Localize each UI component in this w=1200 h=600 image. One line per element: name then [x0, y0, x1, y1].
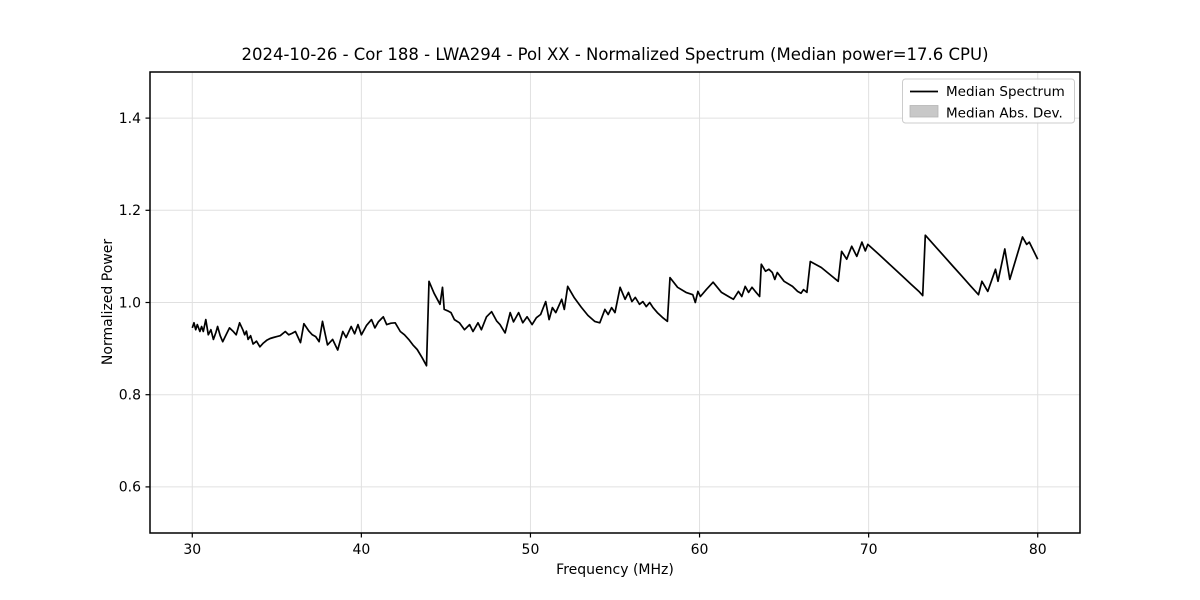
legend-box — [902, 78, 1075, 124]
legend: Median Spectrum Median Abs. Dev. — [902, 78, 1075, 124]
x-tick-label: 50 — [522, 542, 540, 558]
chart-title: 2024-10-26 - Cor 188 - LWA294 - Pol XX -… — [241, 45, 988, 64]
y-tick-label: 0.8 — [119, 388, 141, 404]
x-tick-label: 40 — [352, 542, 370, 558]
x-axis-label: Frequency (MHz) — [556, 562, 674, 578]
x-tick-label: 30 — [183, 542, 201, 558]
legend-patch-sample-icon — [909, 105, 939, 118]
y-axis-label: Normalized Power — [100, 239, 116, 365]
x-tick-label: 80 — [1029, 542, 1047, 558]
x-tick-label: 70 — [860, 542, 878, 558]
legend-label-median-abs-dev: Median Abs. Dev. — [946, 106, 1063, 122]
legend-label-median-spectrum: Median Spectrum — [946, 84, 1065, 100]
median-spectrum-line — [191, 234, 1039, 367]
y-tick-label: 1.2 — [119, 203, 141, 219]
tick-labels: 30 40 50 60 70 80 0.6 0.8 1.0 1.2 1.4 — [119, 111, 1047, 558]
y-tick-label: 0.6 — [119, 480, 141, 496]
y-tick-label: 1.0 — [119, 295, 141, 311]
x-tick-label: 60 — [691, 542, 709, 558]
y-tick-label: 1.4 — [119, 111, 141, 127]
tick-marks — [145, 117, 1039, 538]
series-path — [191, 234, 1039, 367]
